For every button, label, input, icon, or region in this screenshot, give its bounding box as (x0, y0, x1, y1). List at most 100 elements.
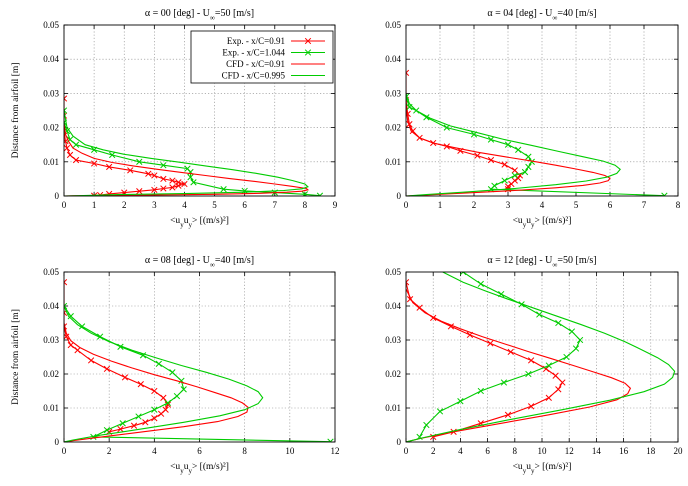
exp-series-line-1 (64, 110, 320, 196)
y-tick-label: 0 (55, 191, 60, 201)
legend-marker (304, 37, 312, 45)
x-axis-label: <uyuy> [(m/s)²] (170, 461, 229, 475)
chart-panel-1: 0 1 2 3 4 5 6 7 8 9 0 0.01 0.02 0.03 0.04 0.05 α = 00 [d… (10, 8, 338, 229)
data-point-marker (164, 399, 172, 407)
y-tick-label: 0.02 (385, 123, 401, 133)
data-point-marker (157, 410, 165, 417)
data-point-marker (119, 420, 126, 427)
data-point-marker (66, 151, 74, 159)
x-tick-label: 5 (574, 200, 579, 210)
data-point-marker (504, 411, 512, 418)
x-tick-label: 6 (242, 200, 247, 210)
x-tick-label: 4 (152, 446, 157, 456)
x-tick-label: 12 (565, 446, 574, 456)
data-point-marker (187, 174, 194, 181)
y-tick-label: 0.01 (385, 403, 401, 413)
data-point-marker (406, 279, 410, 286)
x-tick-label: 0 (404, 200, 409, 210)
y-tick-label: 0.02 (43, 123, 59, 133)
data-point-marker (135, 413, 142, 420)
data-point-marker (72, 141, 80, 148)
data-point-marker (169, 369, 176, 376)
data-point-marker (64, 323, 68, 330)
cfd-series-line-2 (64, 322, 249, 442)
data-point-marker (487, 186, 495, 193)
data-point-marker (500, 379, 508, 386)
x-tick-label: 16 (619, 446, 629, 456)
data-point-marker (406, 69, 410, 77)
data-point-marker (536, 311, 543, 318)
plot-frame (405, 24, 679, 197)
chart-title: α = 00 [deg] - U∞=50 [m/s] (145, 8, 254, 22)
data-point-marker (525, 370, 532, 378)
data-point-marker (137, 381, 144, 388)
x-tick-label: 6 (485, 446, 490, 456)
cfd-series-line-2 (406, 107, 611, 196)
data-point-marker (190, 179, 197, 186)
data-point-marker (127, 167, 134, 174)
y-tick-label: 0.01 (43, 403, 59, 413)
data-point-marker (173, 392, 181, 400)
chart-title: α = 12 [deg] - U∞=50 [m/s] (487, 255, 596, 269)
y-tick-label: 0 (397, 437, 402, 447)
x-tick-label: 20 (674, 446, 684, 456)
data-point-marker (220, 186, 227, 193)
x-tick-label: 4 (182, 200, 187, 210)
data-point-marker (555, 319, 562, 327)
data-point-marker (457, 398, 464, 405)
x-axis-label: <uyuy> [(m/s)²] (513, 461, 572, 475)
data-point-marker (301, 191, 309, 196)
data-point-marker (64, 279, 68, 286)
data-point-marker (136, 188, 143, 195)
x-tick-label: 8 (513, 446, 518, 456)
exp-series-line-1 (64, 305, 331, 442)
x-tick-label: 18 (646, 446, 656, 456)
x-axis-label: <uyuy> [(m/s)²] (170, 215, 229, 229)
x-tick-label: 1 (92, 200, 97, 210)
legend-marker (304, 49, 312, 56)
y-tick-label: 0.01 (43, 157, 59, 167)
data-point-marker (169, 177, 176, 184)
data-point-marker (436, 408, 444, 415)
data-point-marker (72, 156, 80, 164)
data-point-marker (155, 360, 163, 367)
x-tick-label: 0 (62, 200, 67, 210)
legend-label: Exp. - x/C=0.91 (227, 36, 285, 46)
data-point-marker (559, 379, 566, 386)
y-tick-label: 0.03 (385, 88, 401, 98)
x-tick-label: 2 (431, 446, 436, 456)
x-tick-label: 6 (608, 200, 613, 210)
data-point-marker (563, 353, 570, 361)
cfd-series-line-3 (406, 93, 621, 196)
data-point-marker (151, 415, 158, 422)
data-point-marker (103, 365, 111, 373)
data-point-marker (511, 167, 518, 174)
data-point-marker (64, 112, 68, 119)
x-tick-label: 1 (438, 200, 443, 210)
y-tick-label: 0.05 (385, 267, 401, 277)
data-point-marker (555, 386, 562, 393)
chart-title: α = 04 [deg] - U∞=40 [m/s] (487, 8, 596, 22)
x-tick-label: 2 (107, 446, 112, 456)
plot-frame (63, 24, 336, 197)
data-point-marker (106, 163, 113, 171)
data-point-marker (521, 168, 529, 176)
legend-label: CFD - x/C=0.91 (226, 59, 285, 69)
y-tick-label: 0.03 (43, 88, 59, 98)
data-point-marker (175, 182, 182, 189)
data-point-marker (504, 141, 512, 148)
chart-panel-3: 0 2 4 6 8 10 12 0 0.01 0.02 0.03 0.04 0.05 α = 08 [de… (10, 255, 340, 475)
x-tick-label: 8 (242, 446, 247, 456)
chart-panel-2: 0 1 2 3 4 5 6 7 8 0 0.01 0.02 0.03 0.04 0.05 α = 04 [de… (385, 8, 681, 229)
y-tick-label: 0.05 (43, 20, 59, 30)
data-point-marker (121, 374, 129, 381)
data-point-marker (181, 180, 188, 188)
data-point-marker (64, 95, 68, 102)
y-tick-label: 0.05 (43, 267, 59, 277)
x-tick-label: 9 (333, 200, 338, 210)
data-point-marker (103, 426, 111, 434)
x-axis-label: <uyuy> [(m/s)²] (513, 215, 572, 229)
x-tick-label: 0 (62, 446, 67, 456)
data-point-marker (67, 313, 74, 320)
